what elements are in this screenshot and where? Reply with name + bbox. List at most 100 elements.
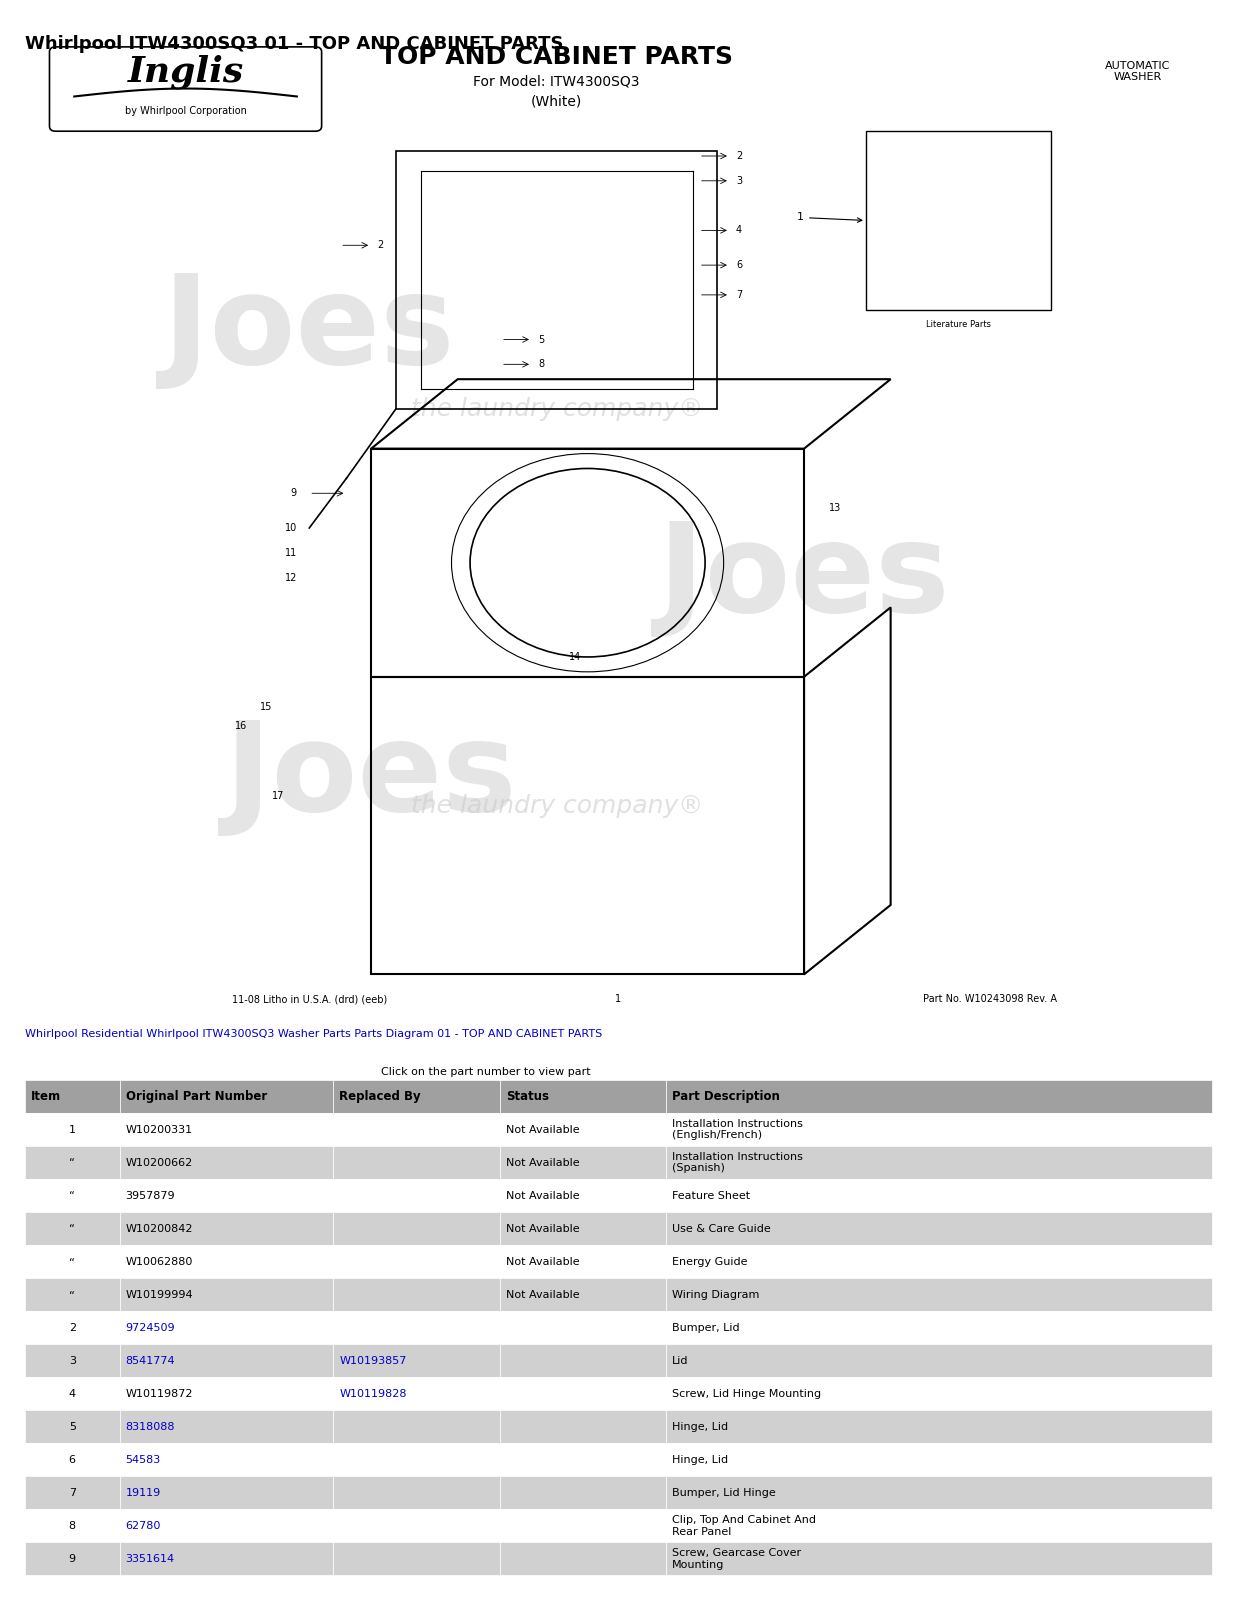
- Text: 9: 9: [291, 488, 297, 498]
- FancyBboxPatch shape: [334, 1080, 500, 1114]
- FancyBboxPatch shape: [666, 1278, 1212, 1312]
- FancyBboxPatch shape: [120, 1542, 334, 1576]
- FancyBboxPatch shape: [666, 1542, 1212, 1576]
- Text: Part Description: Part Description: [672, 1090, 779, 1102]
- Text: Screw, Lid Hinge Mounting: Screw, Lid Hinge Mounting: [672, 1389, 821, 1398]
- Text: W10119872: W10119872: [126, 1389, 193, 1398]
- FancyBboxPatch shape: [666, 1146, 1212, 1179]
- FancyBboxPatch shape: [666, 1114, 1212, 1146]
- FancyBboxPatch shape: [120, 1509, 334, 1542]
- FancyBboxPatch shape: [120, 1080, 334, 1114]
- Text: Not Available: Not Available: [506, 1125, 579, 1134]
- FancyBboxPatch shape: [500, 1213, 666, 1245]
- FancyBboxPatch shape: [500, 1278, 666, 1312]
- FancyBboxPatch shape: [500, 1378, 666, 1410]
- Text: 12: 12: [285, 573, 297, 582]
- Text: “: “: [69, 1224, 75, 1234]
- FancyBboxPatch shape: [334, 1542, 500, 1576]
- Text: 3957879: 3957879: [126, 1190, 176, 1200]
- FancyBboxPatch shape: [25, 1278, 120, 1312]
- FancyBboxPatch shape: [500, 1245, 666, 1278]
- Text: Not Available: Not Available: [506, 1224, 579, 1234]
- Text: 6: 6: [736, 261, 742, 270]
- Text: 9: 9: [69, 1554, 75, 1563]
- FancyBboxPatch shape: [334, 1213, 500, 1245]
- Text: Hinge, Lid: Hinge, Lid: [672, 1422, 729, 1432]
- Text: Not Available: Not Available: [506, 1157, 579, 1168]
- Text: W10193857: W10193857: [339, 1355, 407, 1366]
- Text: 19119: 19119: [126, 1488, 161, 1498]
- Text: Bumper, Lid: Bumper, Lid: [672, 1323, 740, 1333]
- Text: Joes: Joes: [163, 269, 455, 390]
- FancyBboxPatch shape: [25, 1080, 120, 1114]
- Text: 8: 8: [69, 1522, 75, 1531]
- FancyBboxPatch shape: [25, 1542, 120, 1576]
- FancyBboxPatch shape: [334, 1179, 500, 1213]
- FancyBboxPatch shape: [500, 1542, 666, 1576]
- FancyBboxPatch shape: [500, 1080, 666, 1114]
- Text: Wiring Diagram: Wiring Diagram: [672, 1290, 760, 1299]
- Text: Not Available: Not Available: [506, 1256, 579, 1267]
- FancyBboxPatch shape: [334, 1509, 500, 1542]
- Text: the laundry company®: the laundry company®: [411, 397, 703, 421]
- FancyBboxPatch shape: [666, 1245, 1212, 1278]
- Text: 17: 17: [272, 790, 285, 802]
- FancyBboxPatch shape: [666, 1344, 1212, 1378]
- Text: W10119828: W10119828: [339, 1389, 407, 1398]
- FancyBboxPatch shape: [25, 1312, 120, 1344]
- Text: “: “: [69, 1157, 75, 1168]
- Text: 3351614: 3351614: [126, 1554, 174, 1563]
- FancyBboxPatch shape: [666, 1179, 1212, 1213]
- Text: 3: 3: [736, 176, 742, 186]
- Text: 8318088: 8318088: [126, 1422, 176, 1432]
- Text: Screw, Gearcase Cover
Mounting: Screw, Gearcase Cover Mounting: [672, 1549, 802, 1570]
- Text: Installation Instructions
(Spanish): Installation Instructions (Spanish): [672, 1152, 803, 1173]
- FancyBboxPatch shape: [500, 1443, 666, 1477]
- FancyBboxPatch shape: [666, 1443, 1212, 1477]
- FancyBboxPatch shape: [666, 1080, 1212, 1114]
- FancyBboxPatch shape: [25, 1213, 120, 1245]
- FancyBboxPatch shape: [500, 1410, 666, 1443]
- Text: 6: 6: [69, 1454, 75, 1466]
- FancyBboxPatch shape: [500, 1312, 666, 1344]
- FancyBboxPatch shape: [334, 1245, 500, 1278]
- Text: W10200331: W10200331: [126, 1125, 193, 1134]
- Text: Hinge, Lid: Hinge, Lid: [672, 1454, 729, 1466]
- FancyBboxPatch shape: [120, 1114, 334, 1146]
- FancyBboxPatch shape: [120, 1312, 334, 1344]
- Text: TOP AND CABINET PARTS: TOP AND CABINET PARTS: [380, 45, 734, 69]
- Text: Joes: Joes: [225, 715, 517, 837]
- FancyBboxPatch shape: [120, 1378, 334, 1410]
- Text: Status: Status: [506, 1090, 549, 1102]
- FancyBboxPatch shape: [120, 1477, 334, 1509]
- Text: W10062880: W10062880: [126, 1256, 193, 1267]
- FancyBboxPatch shape: [120, 1278, 334, 1312]
- Text: Original Part Number: Original Part Number: [126, 1090, 267, 1102]
- Text: 2: 2: [69, 1323, 75, 1333]
- Text: 8541774: 8541774: [126, 1355, 176, 1366]
- Text: 13: 13: [829, 502, 841, 514]
- Text: by Whirlpool Corporation: by Whirlpool Corporation: [125, 106, 246, 117]
- Text: Click on the part number to view part: Click on the part number to view part: [381, 1067, 590, 1077]
- FancyBboxPatch shape: [25, 1410, 120, 1443]
- FancyBboxPatch shape: [25, 1509, 120, 1542]
- Text: 2: 2: [736, 150, 742, 162]
- FancyBboxPatch shape: [666, 1410, 1212, 1443]
- FancyBboxPatch shape: [500, 1179, 666, 1213]
- FancyBboxPatch shape: [666, 1312, 1212, 1344]
- Text: Part No. W10243098 Rev. A: Part No. W10243098 Rev. A: [923, 994, 1056, 1005]
- FancyBboxPatch shape: [25, 1344, 120, 1378]
- Text: Literature Parts: Literature Parts: [927, 320, 991, 328]
- Text: 3: 3: [69, 1355, 75, 1366]
- Text: W10200842: W10200842: [126, 1224, 193, 1234]
- Text: “: “: [69, 1256, 75, 1267]
- FancyBboxPatch shape: [666, 1509, 1212, 1542]
- FancyBboxPatch shape: [120, 1179, 334, 1213]
- FancyBboxPatch shape: [500, 1477, 666, 1509]
- Text: AUTOMATIC
WASHER: AUTOMATIC WASHER: [1106, 61, 1170, 83]
- Text: Clip, Top And Cabinet And
Rear Panel: Clip, Top And Cabinet And Rear Panel: [672, 1515, 816, 1536]
- Text: 1: 1: [69, 1125, 75, 1134]
- Text: Whirlpool ITW4300SQ3 01 - TOP AND CABINET PARTS: Whirlpool ITW4300SQ3 01 - TOP AND CABINE…: [25, 35, 563, 53]
- Text: Use & Care Guide: Use & Care Guide: [672, 1224, 771, 1234]
- FancyBboxPatch shape: [25, 1146, 120, 1179]
